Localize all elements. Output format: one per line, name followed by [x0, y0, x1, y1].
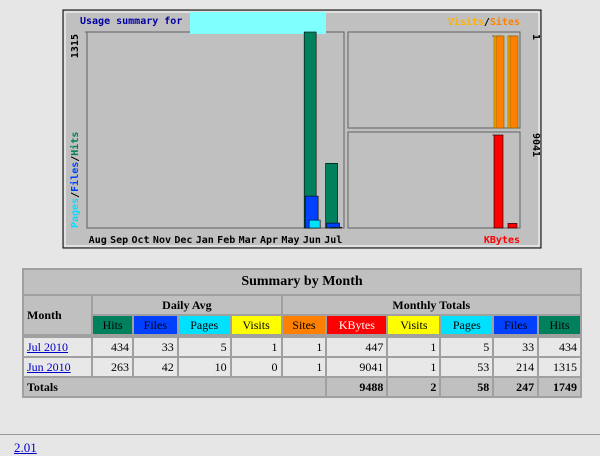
month-cell: Jun 2010 — [24, 358, 92, 376]
legend-sep: / — [70, 156, 81, 162]
totals-cell: 2 — [388, 378, 440, 396]
legend-entry: Visits — [448, 16, 484, 28]
graph-title: Usage summary for — [80, 16, 182, 27]
table-title: Summary by Month — [24, 270, 580, 294]
y-tick-label: 1315 — [70, 34, 81, 58]
column-header: Files — [494, 316, 538, 334]
rule — [0, 434, 600, 435]
x-tick-label: Apr — [260, 235, 278, 246]
footer-link[interactable]: 2.01 — [14, 440, 37, 455]
x-tick-label: Oct — [132, 235, 150, 246]
plot-area — [347, 131, 521, 229]
totals-label: Totals — [24, 378, 326, 396]
legend-entry: Hits — [69, 132, 81, 156]
month-cell: Jul 2010 — [24, 338, 92, 356]
bar — [493, 134, 504, 229]
title-row: Summary by Month — [24, 270, 580, 294]
legend-sep: / — [484, 17, 490, 28]
totals-cell: 247 — [494, 378, 538, 396]
y-tick-label: 9041 — [530, 133, 541, 157]
summary-table: Summary by Month Month Daily Avg Monthly To… — [22, 268, 582, 398]
x-tick-label: Aug — [89, 235, 107, 246]
column-header: Pages — [178, 316, 230, 334]
data-cell: 0 — [231, 358, 281, 376]
x-tick-label: Jun — [303, 235, 321, 246]
month-link[interactable]: Jul 2010 — [27, 339, 69, 354]
bar — [495, 35, 505, 129]
column-header: KBytes — [327, 316, 387, 334]
group-row: Month Daily Avg Monthly Totals — [24, 296, 580, 334]
usage-graph: Usage summary for 1315 Aug Sep Oct Nov Dec Jan… — [62, 9, 542, 249]
column-header: Visits — [231, 316, 281, 334]
x-tick-label: Sep — [110, 235, 128, 246]
data-cell: 1 — [231, 338, 281, 356]
data-cell: 263 — [93, 358, 132, 376]
group-header: Monthly Totals — [282, 296, 580, 314]
legend: Pages/Files/Hits — [69, 132, 81, 228]
x-tick-label: Jul — [324, 235, 342, 246]
data-row: Jun 2010 263 42 10 0 1 9041 1 53 214 1315 — [24, 358, 580, 376]
data-cell: 5 — [178, 338, 230, 356]
legend: Visits/Sites — [448, 16, 520, 28]
legend-entry: KBytes — [484, 235, 520, 246]
bar — [325, 163, 338, 229]
data-cell: 1 — [282, 338, 326, 356]
legend-sep: / — [70, 192, 81, 198]
data-cell: 33 — [133, 338, 177, 356]
plot-area — [86, 31, 345, 229]
group-header: Daily Avg — [93, 296, 281, 314]
bar — [308, 219, 321, 229]
column-header: Pages — [441, 316, 493, 334]
totals-row: Totals 9488 2 58 247 1749 — [24, 378, 580, 396]
data-cell: 1315 — [539, 358, 580, 376]
column-header: Hits — [93, 316, 132, 334]
data-cell: 214 — [494, 358, 538, 376]
column-row: Hits Files Pages Visits Sites KBytes Visits Pag… — [24, 316, 580, 334]
x-tick-label: Dec — [174, 235, 192, 246]
data-cell: 1 — [282, 358, 326, 376]
bar — [509, 35, 519, 129]
data-cell: 10 — [178, 358, 230, 376]
data-cell: 447 — [327, 338, 387, 356]
data-row: Jul 2010 434 33 5 1 1 447 1 5 33 434 — [24, 338, 580, 356]
month-header: Month — [24, 296, 92, 334]
data-cell: 5 — [441, 338, 493, 356]
x-tick-label: Jan — [196, 235, 214, 246]
legend-entry: Pages — [70, 198, 81, 228]
column-header: Files — [133, 316, 177, 334]
redacted — [190, 12, 326, 34]
column-header: Sites — [282, 316, 326, 334]
column-header: Hits — [539, 316, 580, 334]
legend-entry: Sites — [490, 16, 520, 28]
data-cell: 1 — [388, 358, 440, 376]
totals-cell: 1749 — [539, 378, 580, 396]
legend: KBytes — [484, 235, 520, 246]
data-cell: 33 — [494, 338, 538, 356]
data-cell: 434 — [93, 338, 132, 356]
x-tick-label: May — [281, 235, 299, 246]
legend-entry: Files — [69, 162, 81, 192]
totals-cell: 9488 — [327, 378, 387, 396]
column-header: Visits — [388, 316, 440, 334]
month-link[interactable]: Jun 2010 — [27, 359, 71, 374]
x-tick-label: Feb — [217, 235, 235, 246]
y-tick-label: 1 — [530, 34, 541, 40]
data-cell: 53 — [441, 358, 493, 376]
data-cell: 1 — [388, 338, 440, 356]
bar — [507, 223, 518, 229]
data-cell: 434 — [539, 338, 580, 356]
data-cell: 42 — [133, 358, 177, 376]
bar — [330, 226, 342, 229]
totals-cell: 58 — [441, 378, 493, 396]
x-tick-label: Mar — [239, 235, 257, 246]
plot-area — [347, 31, 521, 129]
data-cell: 9041 — [327, 358, 387, 376]
x-tick-label: Nov — [153, 235, 171, 246]
